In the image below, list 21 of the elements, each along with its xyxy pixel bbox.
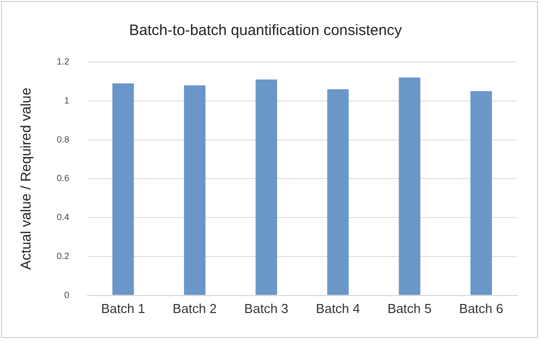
y-tick-label: 1 bbox=[64, 95, 70, 106]
y-tick-label: 0.6 bbox=[56, 173, 70, 184]
bar bbox=[256, 80, 278, 295]
y-tick-label: 0.8 bbox=[56, 134, 70, 144]
bar bbox=[327, 89, 349, 295]
x-tick-label: Batch 6 bbox=[459, 300, 504, 316]
x-tick-label: Batch 4 bbox=[316, 300, 360, 316]
y-axis-title: Actual value / Required value bbox=[17, 87, 34, 270]
bar bbox=[398, 78, 420, 295]
x-tick-label: Batch 1 bbox=[101, 300, 146, 316]
y-tick-label: 0.2 bbox=[56, 250, 70, 261]
x-tick-label: Batch 5 bbox=[388, 300, 432, 316]
x-tick-label: Batch 3 bbox=[244, 300, 288, 316]
bar bbox=[470, 91, 492, 295]
chart-title: Batch-to-batch quantification consistency bbox=[129, 22, 402, 40]
y-tick-label: 0 bbox=[64, 290, 70, 300]
bar bbox=[184, 85, 206, 295]
y-tick-label: 1.2 bbox=[56, 56, 70, 66]
bar bbox=[112, 83, 134, 295]
y-tick-label: 0.4 bbox=[56, 212, 70, 222]
x-tick-label: Batch 2 bbox=[172, 300, 217, 316]
